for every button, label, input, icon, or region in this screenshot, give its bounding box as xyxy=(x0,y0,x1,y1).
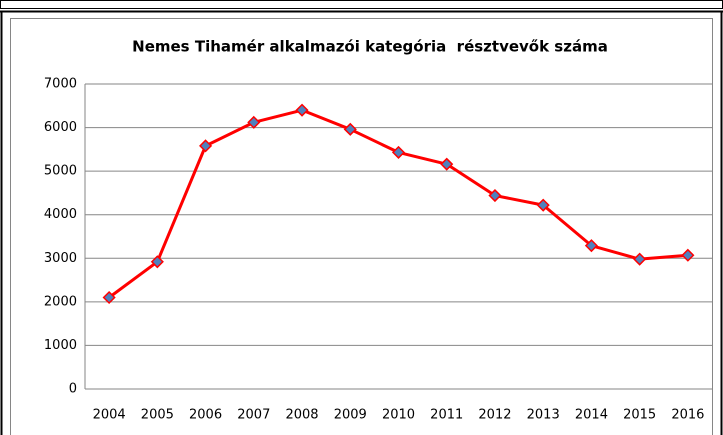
data-marker xyxy=(102,290,116,305)
data-marker xyxy=(343,122,357,136)
data-marker xyxy=(633,252,647,266)
data-marker xyxy=(199,139,213,153)
x-tick-label: 2009 xyxy=(334,408,367,423)
x-tick-label: 2010 xyxy=(382,408,415,423)
y-tick-label: 1000 xyxy=(44,338,77,353)
data-marker xyxy=(681,248,695,262)
x-tick-label: 2006 xyxy=(189,408,222,423)
y-tick-label: 0 xyxy=(69,382,77,397)
data-marker xyxy=(391,145,406,159)
y-tick-label: 7000 xyxy=(44,77,77,92)
data-marker xyxy=(295,103,309,117)
y-tick-label: 2000 xyxy=(44,294,77,309)
y-tick-label: 6000 xyxy=(44,120,77,135)
data-marker xyxy=(488,188,502,203)
x-tick-label: 2013 xyxy=(527,408,560,423)
x-tick-label: 2004 xyxy=(93,408,126,423)
x-tick-label: 2007 xyxy=(237,408,270,423)
data-marker xyxy=(584,239,598,253)
chart-area xyxy=(10,18,713,435)
frame-top xyxy=(0,0,723,9)
data-marker xyxy=(536,198,550,212)
y-tick-label: 5000 xyxy=(44,164,77,179)
x-tick-label: 2016 xyxy=(671,408,704,423)
y-tick-label: 4000 xyxy=(44,207,77,222)
data-marker xyxy=(247,115,261,129)
y-tick-label: 3000 xyxy=(44,251,77,266)
x-tick-label: 2008 xyxy=(285,408,318,423)
x-tick-label: 2011 xyxy=(430,408,463,423)
data-marker xyxy=(150,255,164,269)
chart-title: Nemes Tihamér alkalmazói kategória részt… xyxy=(132,38,608,56)
x-tick-label: 2005 xyxy=(141,408,174,423)
x-tick-label: 2015 xyxy=(623,408,656,423)
data-marker xyxy=(440,157,454,171)
x-tick-label: 2014 xyxy=(575,408,608,423)
x-tick-label: 2012 xyxy=(478,408,511,423)
